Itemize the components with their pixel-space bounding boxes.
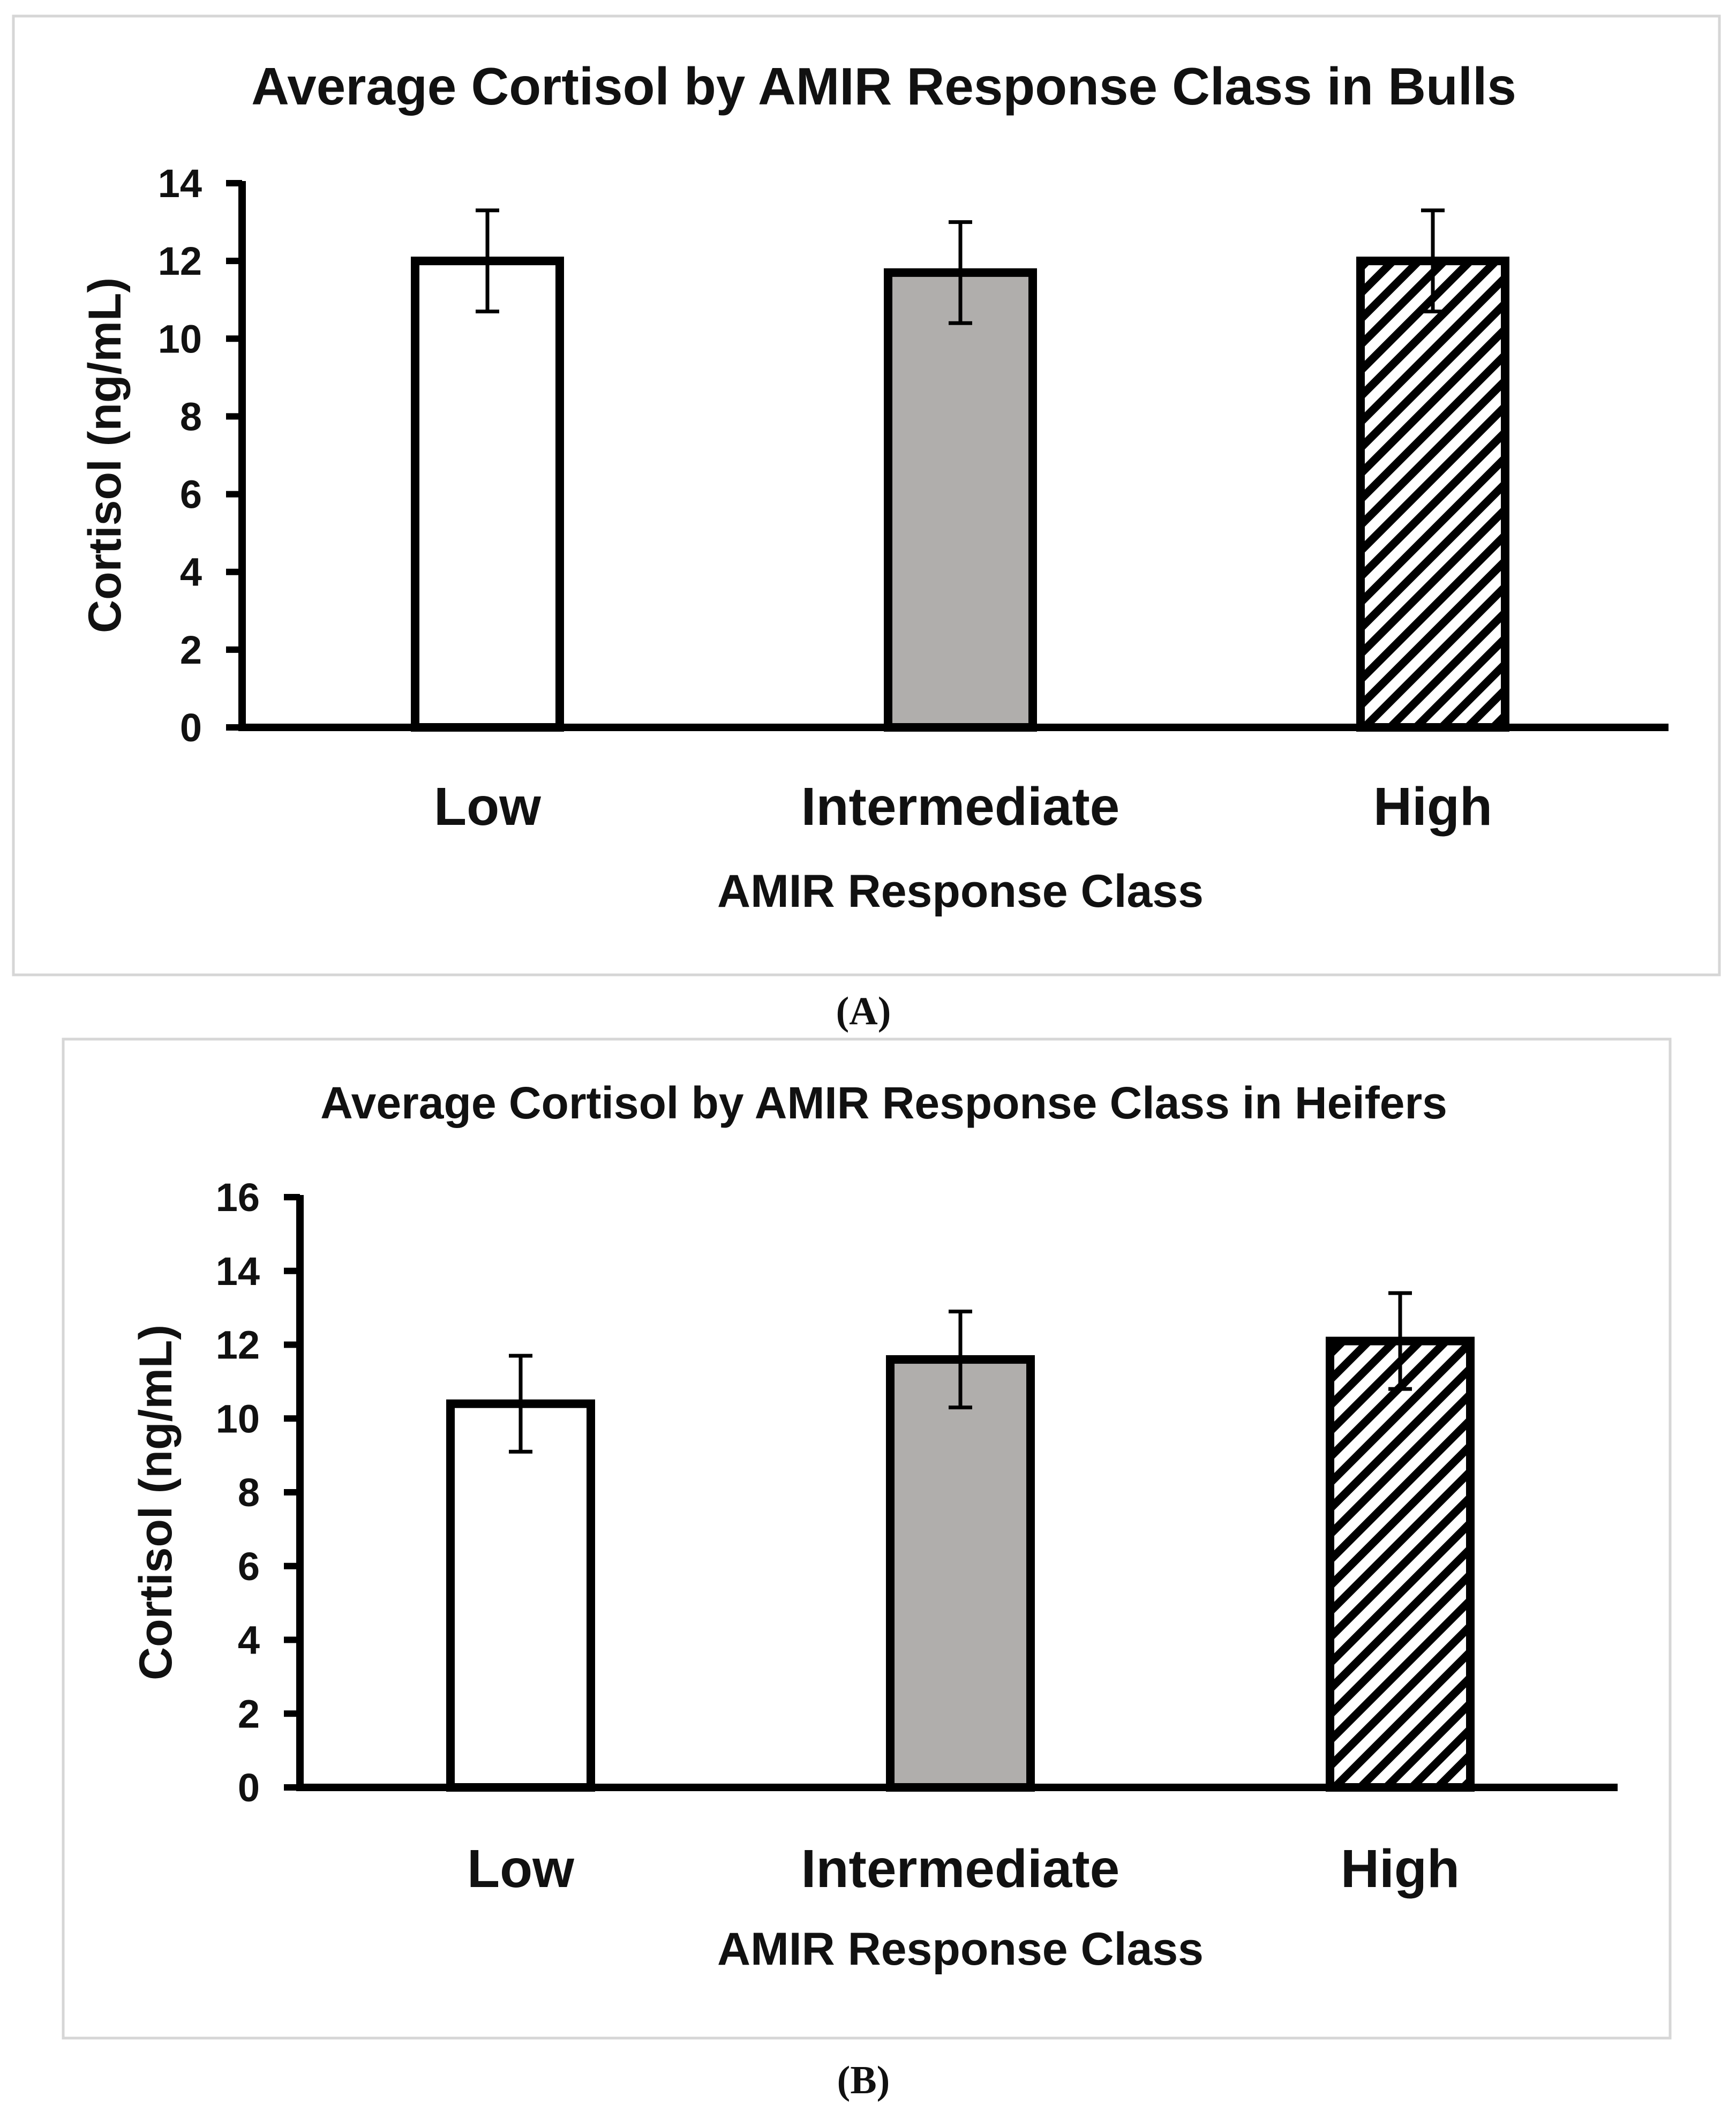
- panel-b-category-label-intermediate: Intermediate: [801, 1839, 1120, 1899]
- panel-a-x-axis-label: AMIR Response Class: [717, 866, 1204, 917]
- panel-a-y-tick-label-14: 14: [158, 161, 202, 206]
- panel-b-y-axis-label: Cortisol (ng/mL): [130, 1325, 182, 1680]
- panel-a-y-tick-label-8: 8: [180, 394, 202, 439]
- panel-a-label: (A): [836, 989, 891, 1033]
- panel-b-label: (B): [837, 2058, 890, 2102]
- panel-a-y-tick-label-0: 0: [180, 705, 202, 750]
- panel-b-bar-high: [1326, 1336, 1475, 1792]
- panel-a-y-axis-label: Cortisol (ng/mL): [79, 277, 131, 633]
- panel-a-bar-intermediate: [884, 268, 1037, 732]
- panel-b-bar-intermediate: [886, 1355, 1035, 1792]
- panel-b-y-tick-label-16: 16: [216, 1175, 260, 1220]
- panel-a-bar-high: [1356, 257, 1509, 732]
- panel-a-title: Average Cortisol by AMIR Response Class …: [251, 57, 1516, 116]
- panel-a-plot: Low Intermediate High 0 2 4 6 8 10 12 14: [158, 161, 1669, 837]
- panel-a-bar-low: [411, 257, 564, 732]
- panel-b-y-tick-label-12: 12: [216, 1323, 260, 1367]
- panel-a-category-label-intermediate: Intermediate: [801, 777, 1120, 837]
- panel-b-y-tick-label-8: 8: [238, 1470, 260, 1515]
- panel-a-y-tick-label-2: 2: [180, 628, 202, 672]
- panel-b-y-tick-label-14: 14: [216, 1249, 260, 1294]
- panel-a-category-label-high: High: [1373, 777, 1492, 837]
- panel-a-y-tick-label-10: 10: [158, 317, 202, 361]
- panel-b-title: Average Cortisol by AMIR Response Class …: [320, 1078, 1447, 1128]
- panel-b-y-tick-label-2: 2: [238, 1692, 260, 1736]
- panel-b-category-label-high: High: [1341, 1839, 1460, 1899]
- panel-b-y-tick-label-10: 10: [216, 1396, 260, 1441]
- panel-b-bar-low: [446, 1399, 595, 1792]
- panel-a-category-label-low: Low: [434, 777, 541, 837]
- panel-b-plot: Low Intermediate High 0 2 4 6 8 10 12 14 16: [216, 1175, 1618, 1899]
- panel-b-y-tick-label-4: 4: [238, 1618, 260, 1663]
- panel-a-y-tick-label-4: 4: [180, 550, 202, 595]
- panel-b-y-tick-label-0: 0: [238, 1765, 260, 1810]
- panel-a-y-tick-label-12: 12: [158, 239, 202, 283]
- panel-b-y-tick-label-6: 6: [238, 1544, 260, 1589]
- panel-a-y-tick-label-6: 6: [180, 472, 202, 517]
- panel-b-category-label-low: Low: [467, 1839, 574, 1899]
- panel-b-x-axis-label: AMIR Response Class: [717, 1923, 1204, 1975]
